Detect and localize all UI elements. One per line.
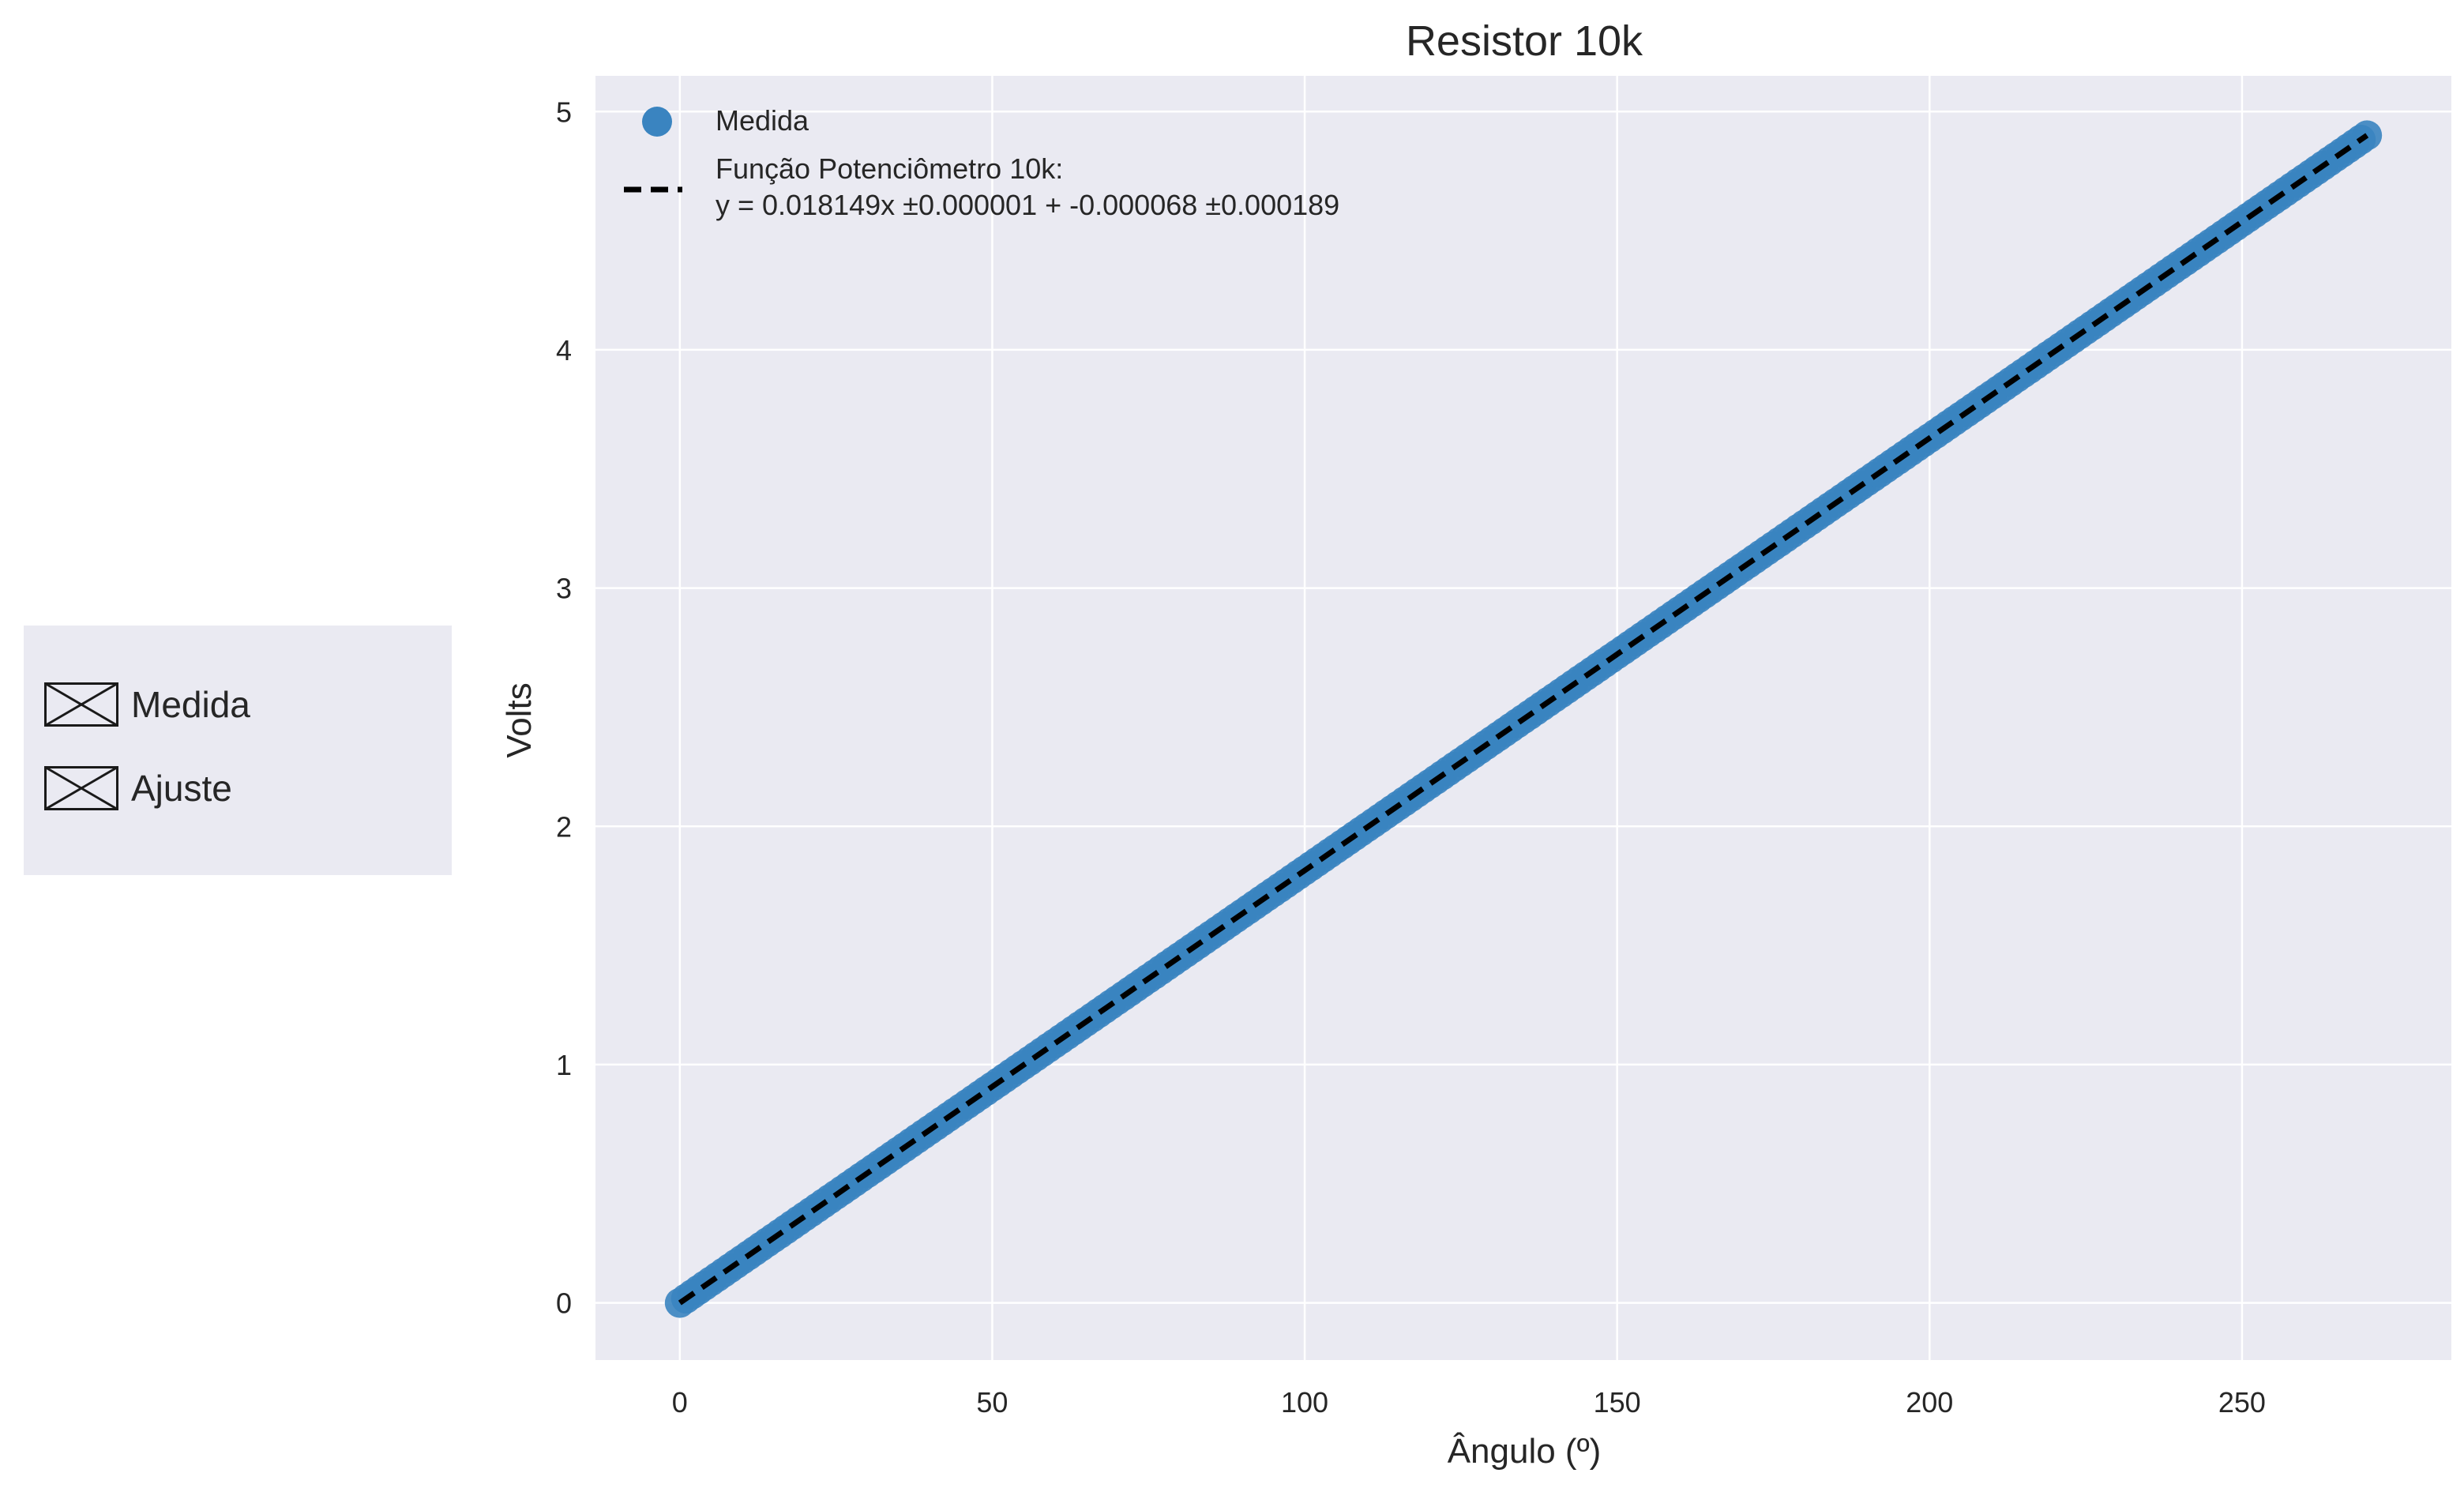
legend-label-medida: Medida xyxy=(716,104,809,137)
chart-legend: Medida Função Potenciômetro 10k: y = 0.0… xyxy=(624,104,1339,221)
legend-marker-medida xyxy=(642,107,672,137)
x-tick-label: 100 xyxy=(1281,1386,1328,1418)
grid-lines xyxy=(595,76,2451,1360)
broken-image-icon xyxy=(44,682,118,727)
side-legend-label: Ajuste xyxy=(131,768,232,809)
chart-title: Resistor 10k xyxy=(1406,17,1643,65)
broken-image-icon xyxy=(44,766,118,810)
x-tick-label: 0 xyxy=(672,1386,688,1418)
legend-label-fit: Função Potenciômetro 10k: xyxy=(716,152,1063,185)
y-tick-label: 0 xyxy=(556,1287,572,1320)
x-tick-label: 50 xyxy=(976,1386,1008,1418)
fit-line xyxy=(678,133,2369,1306)
y-tick-label: 5 xyxy=(556,96,572,128)
x-tick-label: 250 xyxy=(2218,1386,2266,1418)
side-legend: Medida Ajuste xyxy=(24,626,452,875)
side-legend-item-ajuste: Ajuste xyxy=(44,766,232,810)
tick-labels: 0 50 100 150 200 250 0 1 2 3 4 5 xyxy=(556,96,2266,1418)
y-tick-label: 2 xyxy=(556,810,572,843)
side-legend-label: Medida xyxy=(131,684,250,725)
x-tick-label: 150 xyxy=(1594,1386,1641,1418)
x-tick-label: 200 xyxy=(1906,1386,1953,1418)
side-legend-item-medida: Medida xyxy=(44,682,250,727)
x-axis-title: Ângulo (º) xyxy=(1448,1432,1602,1471)
y-axis-title: Volts xyxy=(500,682,539,757)
legend-label-fit-equation: y = 0.018149x ±0.000001 + -0.000068 ±0.0… xyxy=(716,189,1339,221)
y-tick-label: 3 xyxy=(556,573,572,605)
y-tick-label: 4 xyxy=(556,334,572,366)
y-tick-label: 1 xyxy=(556,1049,572,1081)
